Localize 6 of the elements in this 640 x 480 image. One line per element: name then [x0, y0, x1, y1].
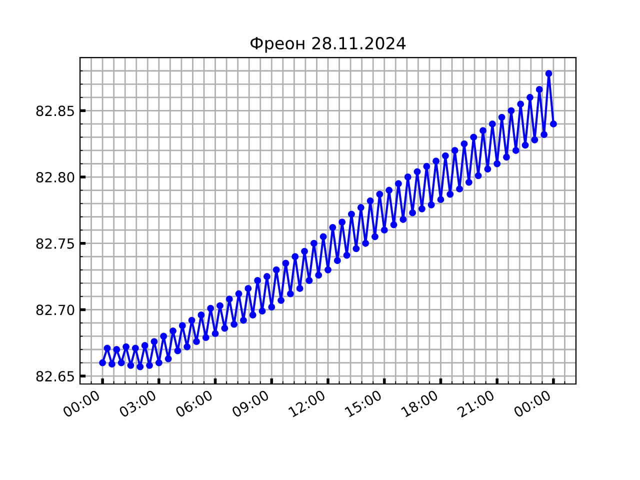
- y-tick-label: 82.65: [36, 371, 74, 382]
- y-tick-label: 82.85: [36, 106, 74, 116]
- y-tick-label: 82.75: [36, 238, 74, 249]
- chart-title: Фреон 28.11.2024: [250, 36, 406, 53]
- y-tick-label: 82.70: [36, 304, 74, 316]
- y-tick-label: 82.80: [36, 172, 74, 182]
